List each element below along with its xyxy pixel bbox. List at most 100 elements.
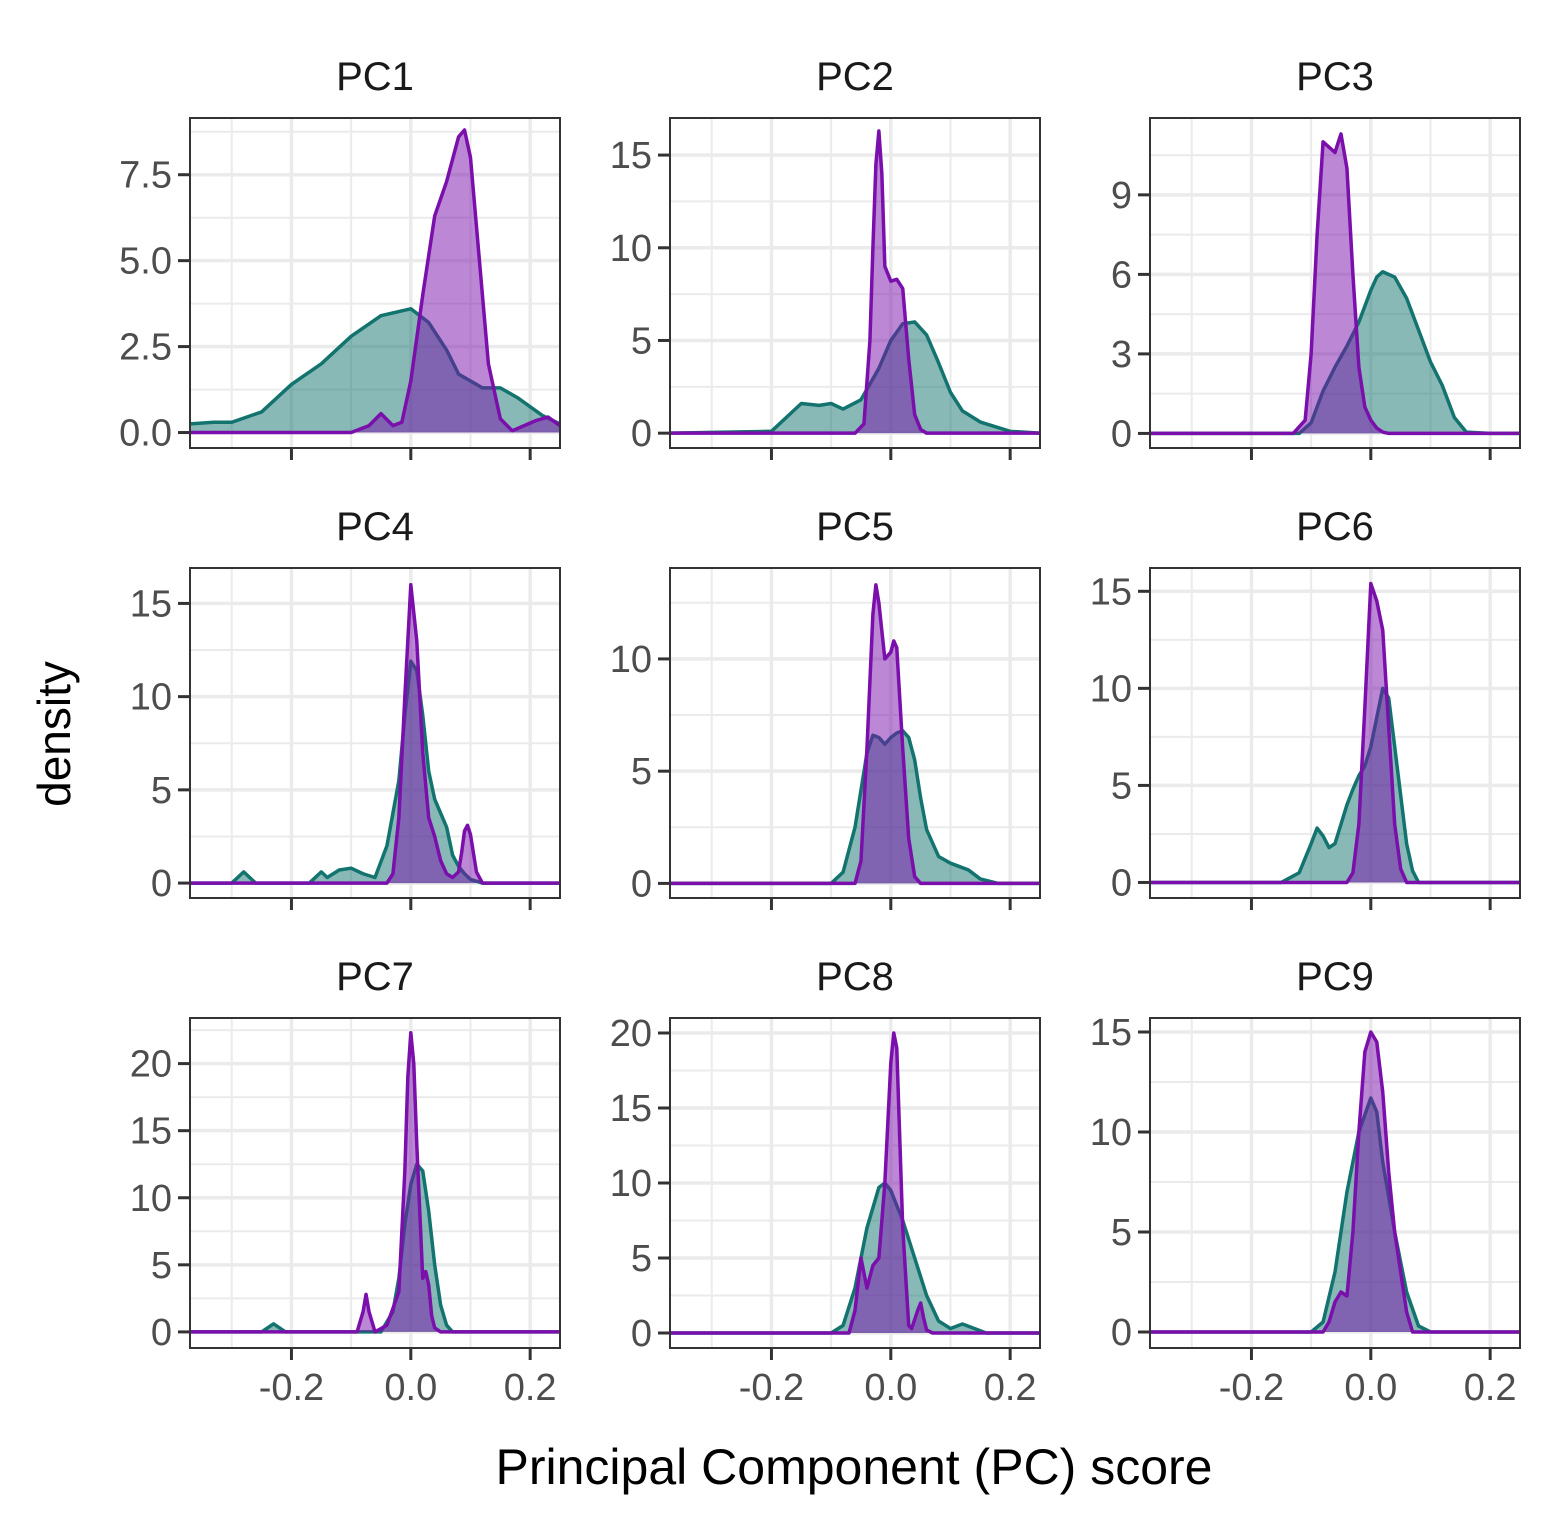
density-areas — [1150, 1030, 1520, 1334]
density-areas — [1150, 132, 1520, 436]
y-tick-label: 20 — [130, 1044, 172, 1086]
density-areas — [670, 583, 1040, 886]
density-areas — [670, 129, 1040, 435]
panel-pc8: PC8 0 5 10 15 20 -0.2 0.0 0.2 — [610, 955, 1041, 1409]
panel-title: PC9 — [1296, 955, 1374, 999]
y-tick-label: 0 — [1111, 862, 1132, 904]
grid-lines — [670, 118, 1040, 448]
density-areas — [190, 1031, 560, 1334]
panel-border — [1149, 567, 1521, 899]
panel-title: PC6 — [1296, 505, 1374, 549]
density-line-purple — [1150, 581, 1520, 885]
panel-title: PC2 — [816, 55, 894, 99]
grid-lines — [190, 568, 560, 898]
x-tick-label: -0.2 — [259, 1367, 324, 1409]
x-tick-label: -0.2 — [1219, 1367, 1284, 1409]
panel-pc6: PC6 0 5 10 15 — [1090, 505, 1521, 910]
y-tick-label: 10 — [610, 639, 652, 681]
density-areas — [190, 583, 560, 885]
panel-border — [669, 117, 1041, 449]
y-tick-label: 10 — [610, 228, 652, 270]
x-tick-label: -0.2 — [739, 1367, 804, 1409]
density-area-teal — [1150, 271, 1520, 434]
density-areas — [670, 1031, 1040, 1335]
density-area-purple — [190, 1032, 560, 1332]
y-tick-label: 15 — [1090, 1012, 1132, 1054]
y-tick-label: 20 — [610, 1013, 652, 1055]
y-tick-label: 0 — [631, 413, 652, 455]
density-line-teal — [190, 1162, 560, 1334]
density-area-teal — [190, 1164, 560, 1332]
y-tick-label: 10 — [130, 1178, 172, 1220]
y-tick-label: 2.5 — [119, 327, 172, 369]
density-line-purple — [190, 1031, 560, 1334]
density-area-purple — [670, 130, 1040, 434]
grid-lines — [670, 568, 1040, 898]
density-line-teal — [1150, 686, 1520, 885]
panel-border — [1149, 1017, 1521, 1349]
y-tick-label: 5 — [1111, 1212, 1132, 1254]
panel-title: PC3 — [1296, 55, 1374, 99]
y-tick-label: 15 — [1090, 571, 1132, 613]
density-line-purple — [670, 1031, 1040, 1335]
density-area-purple — [1150, 583, 1520, 883]
density-area-purple — [1150, 133, 1520, 434]
y-tick-label: 10 — [1090, 1112, 1132, 1154]
density-area-purple — [190, 130, 560, 433]
density-line-purple — [670, 129, 1040, 435]
y-axis-title: density — [28, 661, 80, 807]
y-tick-label: 15 — [610, 135, 652, 177]
y-tick-label: 9 — [1111, 175, 1132, 217]
y-tick-label: 7.5 — [119, 155, 172, 197]
y-tick-label: 5.0 — [119, 241, 172, 283]
density-areas — [190, 128, 560, 435]
density-line-teal — [190, 659, 560, 885]
y-tick-label: 0 — [1111, 413, 1132, 455]
y-tick-label: 3 — [1111, 334, 1132, 376]
y-tick-label: 0 — [631, 1313, 652, 1355]
panel-border — [669, 567, 1041, 899]
y-tick-label: 10 — [130, 677, 172, 719]
y-tick-label: 10 — [1090, 668, 1132, 710]
panel-title: PC5 — [816, 505, 894, 549]
y-tick-label: 5 — [151, 770, 172, 812]
panel-pc4: PC4 0 5 10 15 — [130, 505, 561, 910]
panel-border — [189, 1017, 561, 1349]
y-tick-label: 0 — [151, 863, 172, 905]
panel-border — [1149, 117, 1521, 449]
density-area-teal — [670, 321, 1040, 434]
panel-border — [189, 567, 561, 899]
panel-title: PC1 — [336, 55, 414, 99]
y-tick-label: 6 — [1111, 254, 1132, 296]
density-line-purple — [1150, 1030, 1520, 1334]
density-area-purple — [190, 584, 560, 884]
density-line-teal — [190, 307, 560, 426]
y-tick-label: 5 — [151, 1245, 172, 1287]
y-tick-label: 0.0 — [119, 413, 172, 455]
panel-border — [189, 117, 561, 449]
density-area-teal — [1150, 1098, 1520, 1332]
y-tick-label: 15 — [130, 583, 172, 625]
panel-title: PC8 — [816, 955, 894, 999]
x-axis-title: Principal Component (PC) score — [496, 1439, 1213, 1495]
panel-title: PC7 — [336, 955, 414, 999]
y-tick-label: 10 — [610, 1163, 652, 1205]
y-tick-label: 5 — [631, 320, 652, 362]
density-line-purple — [1150, 132, 1520, 436]
density-line-purple — [190, 583, 560, 885]
density-line-purple — [190, 128, 560, 435]
x-tick-label: 0.2 — [504, 1367, 557, 1409]
density-areas — [1150, 581, 1520, 885]
x-tick-label: 0.0 — [1344, 1367, 1397, 1409]
y-tick-label: 15 — [130, 1111, 172, 1153]
y-tick-label: 0 — [1111, 1312, 1132, 1354]
panel-pc2: PC2 0 5 10 15 — [610, 55, 1041, 460]
panel-title: PC4 — [336, 505, 414, 549]
x-tick-label: 0.2 — [1464, 1367, 1517, 1409]
x-tick-label: 0.0 — [384, 1367, 437, 1409]
panel-pc9: PC9 0 5 10 15 -0.2 0.0 0.2 — [1090, 955, 1521, 1409]
y-tick-label: 5 — [631, 751, 652, 793]
density-area-teal — [190, 661, 560, 884]
